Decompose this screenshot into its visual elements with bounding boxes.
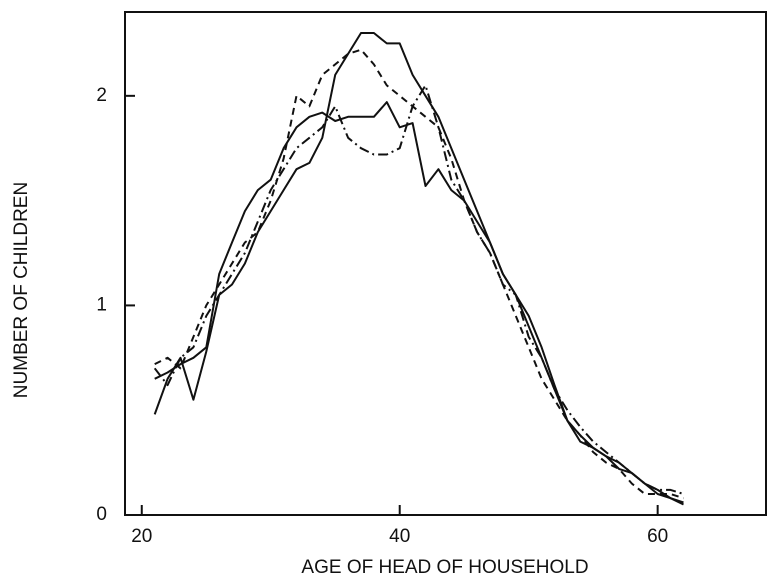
x-tick-label: 60 — [647, 526, 668, 547]
series-line — [153, 84, 684, 495]
plot-frame — [124, 11, 767, 516]
series-line — [153, 32, 684, 504]
x-axis-label: AGE OF HEAD OF HOUSEHOLD — [301, 557, 588, 578]
series-line — [154, 48, 684, 500]
x-tick-label: 40 — [389, 526, 410, 547]
y-tick-label: 0 — [96, 504, 107, 525]
y-axis-label: NUMBER OF CHILDREN — [11, 182, 32, 398]
series-line — [154, 101, 684, 506]
x-tick-label: 20 — [131, 526, 152, 547]
y-tick-label: 2 — [96, 85, 107, 106]
y-tick-label: 1 — [96, 294, 107, 315]
